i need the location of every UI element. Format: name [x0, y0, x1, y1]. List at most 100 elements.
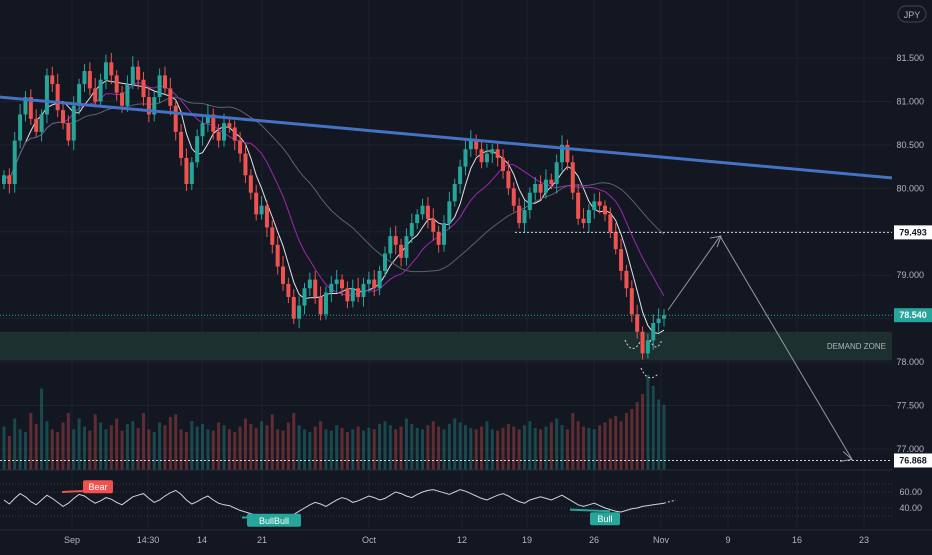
candles: [2, 52, 666, 360]
candle-body: [125, 84, 130, 106]
volume-bar: [447, 423, 451, 470]
price-tick-label: 81.500: [896, 53, 924, 63]
candle-body: [66, 123, 71, 141]
volume-bar: [125, 423, 129, 470]
descending-trendline[interactable]: [0, 95, 893, 180]
candle-body: [366, 279, 371, 284]
volume-bar: [50, 429, 54, 470]
volume-bar: [131, 421, 135, 470]
volume-bar: [378, 423, 382, 470]
candle-body: [270, 227, 275, 245]
candle-body: [592, 201, 597, 211]
volume-bar: [437, 426, 441, 470]
candle-body: [425, 205, 430, 219]
candle-body: [184, 157, 189, 184]
candle-body: [613, 231, 618, 250]
volume-bar: [158, 422, 162, 470]
candle-body: [393, 236, 398, 245]
volume-bar: [630, 408, 634, 470]
candle-body: [146, 97, 151, 115]
volume-bar: [40, 388, 44, 470]
candle-body: [361, 283, 366, 297]
price-axis[interactable]: 81.50081.00080.50080.00079.50079.00078.5…: [892, 0, 932, 550]
volume-bar: [190, 421, 194, 470]
candle-body: [447, 201, 452, 224]
candle-body: [238, 140, 243, 154]
volume-bar: [565, 429, 569, 470]
bull-tag-right-bg: [590, 512, 620, 526]
candle-body: [415, 214, 420, 224]
candle-body: [522, 210, 527, 224]
candle-body: [356, 288, 361, 297]
volume-bar: [415, 427, 419, 470]
bear-tag: Bear: [83, 480, 113, 494]
candle-body: [195, 136, 200, 163]
candle-body: [120, 92, 125, 106]
time-axis[interactable]: Sep 14:30 14 21 Oct 12 19 26 Nov 9 16 23: [0, 529, 932, 545]
volume-bar: [533, 427, 537, 470]
candle-body: [506, 170, 511, 189]
candle-body: [152, 97, 157, 115]
candle-body: [420, 205, 425, 215]
volume-bar: [206, 429, 210, 470]
volume-bar: [517, 429, 521, 470]
volume-bar: [276, 429, 280, 470]
volume-bar: [260, 421, 264, 470]
candle-body: [474, 140, 479, 150]
candle-body: [329, 283, 334, 293]
volume-bar: [45, 421, 49, 470]
time-tick-label: 26: [589, 535, 599, 545]
swing-arcs: [624, 339, 663, 379]
candle-body: [484, 153, 489, 163]
candle-body: [259, 205, 264, 215]
price-label-text: 79.493: [899, 227, 927, 237]
candle-body: [109, 62, 114, 76]
candle-body: [87, 71, 92, 89]
candle-body: [168, 88, 173, 106]
candle-body: [7, 175, 12, 184]
volume-bar: [7, 436, 11, 470]
volume-bar: [576, 421, 580, 470]
oscillator-projection: [663, 499, 677, 504]
volume-bar: [410, 423, 414, 470]
candle-body: [372, 279, 377, 289]
volume-bar: [614, 415, 618, 470]
candle-body: [656, 318, 661, 324]
candle-body: [436, 231, 441, 245]
volume-bar: [399, 426, 403, 470]
candle-body: [77, 84, 82, 106]
candle-body: [2, 175, 6, 184]
projection-path[interactable]: [667, 235, 854, 462]
candle-body: [254, 192, 259, 215]
price-label-dotted-level: 79.493: [894, 225, 932, 240]
time-tick-label: 14:30: [137, 535, 160, 545]
candle-body: [307, 279, 312, 289]
candle-body: [275, 244, 280, 267]
candle-body: [388, 236, 393, 254]
candle-body: [318, 296, 323, 315]
volume-bar: [544, 426, 548, 470]
candle-body: [581, 218, 586, 224]
candle-body: [39, 114, 44, 132]
volume-bar: [528, 421, 532, 470]
volume-bar: [431, 421, 435, 470]
time-tick-label: 23: [859, 535, 869, 545]
volume-bar: [463, 425, 467, 470]
volume-bar: [506, 423, 510, 470]
currency-badge[interactable]: JPY: [897, 5, 927, 23]
candle-body: [200, 123, 205, 137]
volume-bar: [587, 427, 591, 470]
candle-body: [662, 315, 666, 319]
candle-body: [173, 105, 178, 132]
volume-bar: [340, 427, 344, 470]
candle-body: [640, 331, 645, 354]
candle-body: [243, 153, 248, 176]
candle-body: [452, 183, 457, 202]
volume-bar: [362, 430, 366, 470]
volume-bar: [485, 421, 489, 470]
candle-body: [629, 288, 634, 315]
volume-bar: [195, 426, 199, 470]
candle-body: [597, 201, 602, 206]
candle-body: [44, 75, 49, 115]
